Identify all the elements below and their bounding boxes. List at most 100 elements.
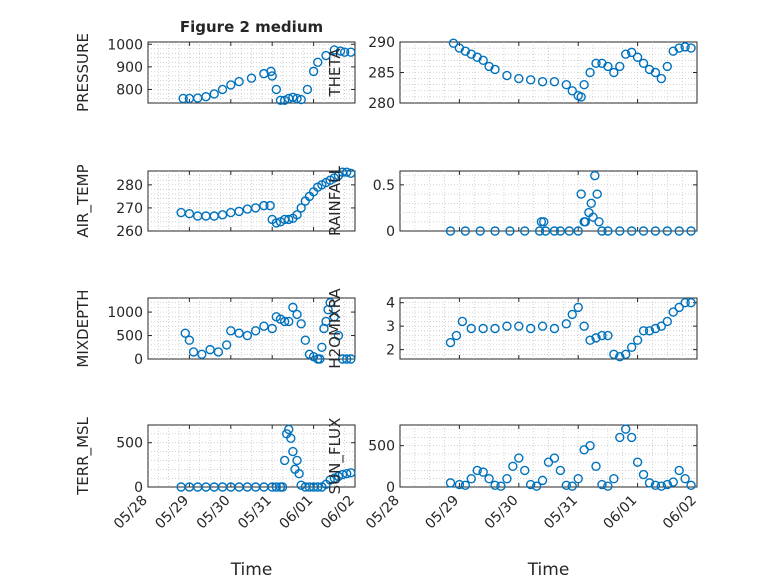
subplot-air_temp: 260 270 280 AIR_TEMP [74,164,356,240]
data-point [226,80,236,90]
data-point [520,226,530,236]
y-axis-label: PRESSURE [74,33,92,112]
data-point [603,226,613,236]
data-point [567,309,577,320]
data-point [561,79,572,90]
data-point [549,453,560,463]
data-point [502,70,512,81]
data-point [277,482,288,492]
data-point [615,432,625,443]
data-point [585,335,595,345]
x-tick-label: 06/01 [601,493,641,533]
subplot-terr_msl: 0 500 TERR_MSL 05/28 05/29 05/30 05/31 06/01 06/… [74,416,358,580]
data-point [475,226,485,236]
data-point [284,316,294,327]
data-point [615,351,625,362]
data-point [184,335,195,345]
data-point [621,349,631,360]
data-point [638,58,649,69]
data-point [576,189,586,199]
data-point [626,432,637,443]
data-point [662,479,672,490]
data-point [300,335,311,345]
y-tick-label: 0.5 [373,178,395,194]
data-point [567,86,577,96]
data-point [478,323,488,334]
data-point [534,226,545,236]
y-tick-label: 1000 [107,37,143,53]
y-tick-label: 260 [116,224,143,240]
data-point [286,433,296,443]
data-point [674,302,684,313]
series-points [445,297,696,362]
data-point [346,468,356,478]
data-point [549,226,560,236]
x-tick-label: 05/31 [235,493,275,533]
data-point [325,297,335,308]
data-point [579,321,589,331]
data-point [292,455,302,466]
data-point [662,61,672,72]
data-point [226,326,236,336]
data-point [564,226,574,236]
data-point [197,349,207,360]
data-point [603,481,613,491]
data-point [267,71,277,81]
data-point [597,330,607,341]
data-point [626,342,637,352]
data-point [454,479,465,490]
data-point [502,474,512,484]
data-point [346,168,356,179]
x-tick-label: 06/01 [277,493,317,533]
data-point [656,321,667,331]
data-point [250,326,261,336]
data-point [313,57,323,68]
subplot-pressure: 800 900 1000 PRESSURE Figure 2 medium [74,18,356,112]
data-point [525,479,536,490]
data-point [266,66,276,77]
data-point [346,354,356,364]
y-tick-label: 290 [368,35,395,51]
data-point [445,337,456,348]
data-point [686,226,696,236]
data-point [508,461,518,472]
data-point [514,453,524,463]
y-tick-label: 4 [386,296,395,312]
data-point [329,473,339,483]
data-point [603,330,613,341]
data-point [184,208,195,219]
data-point [644,326,655,336]
data-point [279,455,290,466]
subplot-mixdepth: 0 500 1000 MIXDEPTH [74,289,356,368]
data-point [576,92,586,102]
data-point [680,42,690,52]
data-point [502,321,512,331]
data-point [609,474,619,484]
data-point [321,50,331,61]
y-tick-label: 280 [368,96,395,112]
data-point [531,481,542,491]
y-tick-label: 280 [116,178,143,194]
x-tick-label: 05/29 [152,493,192,533]
data-point [445,226,456,236]
data-point [288,446,298,457]
data-point [321,316,331,327]
data-point [591,58,601,69]
data-point [292,93,302,104]
data-point [333,330,344,341]
data-point [686,480,696,491]
data-point [644,478,655,488]
data-point [288,92,298,103]
data-point [329,45,339,55]
data-point [346,47,356,57]
x-tick-label: 05/29 [422,493,462,533]
y-axis-label: AIR_TEMP [74,164,93,237]
data-point [592,189,602,199]
data-point [490,323,500,334]
y-axis-label: MIXDEPTH [74,289,92,367]
data-point [585,440,595,451]
data-point [496,481,506,491]
y-tick-label: 0 [386,224,395,240]
series-points [180,297,356,364]
